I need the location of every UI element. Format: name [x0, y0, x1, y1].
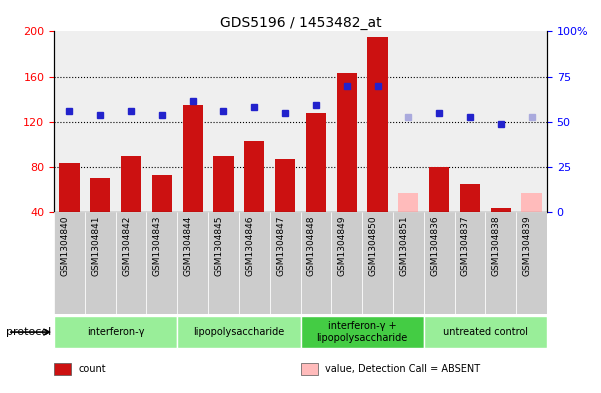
Text: untreated control: untreated control: [443, 327, 528, 337]
Bar: [424, 31, 454, 212]
Bar: [85, 31, 115, 212]
Bar: [367, 37, 388, 212]
Bar: [121, 156, 141, 212]
Text: GSM1304837: GSM1304837: [461, 215, 470, 276]
Bar: [362, 212, 393, 314]
Bar: [331, 212, 362, 314]
Text: GSM1304836: GSM1304836: [430, 215, 439, 276]
Title: GDS5196 / 1453482_at: GDS5196 / 1453482_at: [220, 17, 381, 30]
Bar: [177, 316, 300, 348]
Text: interferon-γ: interferon-γ: [87, 327, 144, 337]
Bar: [490, 208, 511, 212]
Bar: [177, 212, 208, 314]
Bar: [424, 212, 454, 314]
Bar: [208, 212, 239, 314]
Text: GSM1304848: GSM1304848: [307, 215, 316, 276]
Bar: [115, 212, 147, 314]
Bar: [208, 31, 239, 212]
Bar: [152, 175, 172, 212]
Text: GSM1304845: GSM1304845: [215, 215, 224, 276]
Bar: [90, 178, 111, 212]
Bar: [270, 31, 300, 212]
Text: GSM1304842: GSM1304842: [122, 215, 131, 275]
Bar: [183, 105, 203, 212]
Text: GSM1304849: GSM1304849: [338, 215, 347, 276]
Text: GSM1304844: GSM1304844: [184, 215, 193, 275]
Bar: [460, 184, 480, 212]
Bar: [300, 363, 318, 375]
Bar: [424, 316, 547, 348]
Bar: [331, 31, 362, 212]
Text: GSM1304839: GSM1304839: [522, 215, 531, 276]
Bar: [300, 31, 331, 212]
Bar: [393, 31, 424, 212]
Bar: [516, 31, 547, 212]
Bar: [486, 31, 516, 212]
Bar: [429, 167, 449, 212]
Text: GSM1304846: GSM1304846: [245, 215, 254, 276]
Bar: [270, 212, 300, 314]
Bar: [244, 141, 264, 212]
Text: GSM1304841: GSM1304841: [91, 215, 100, 276]
Bar: [300, 212, 331, 314]
Text: GSM1304843: GSM1304843: [153, 215, 162, 276]
Bar: [115, 31, 147, 212]
Bar: [54, 316, 177, 348]
Text: GSM1304851: GSM1304851: [399, 215, 408, 276]
Bar: [85, 212, 115, 314]
Bar: [454, 212, 486, 314]
Bar: [306, 113, 326, 212]
Bar: [54, 31, 85, 212]
Bar: [275, 159, 295, 212]
Bar: [177, 31, 208, 212]
Bar: [300, 316, 424, 348]
Bar: [398, 193, 418, 212]
Bar: [486, 212, 516, 314]
Bar: [54, 212, 85, 314]
Text: GSM1304847: GSM1304847: [276, 215, 285, 276]
Bar: [147, 212, 177, 314]
Bar: [454, 31, 486, 212]
Bar: [147, 31, 177, 212]
Text: interferon-γ +
lipopolysaccharide: interferon-γ + lipopolysaccharide: [317, 321, 407, 343]
Text: value, Detection Call = ABSENT: value, Detection Call = ABSENT: [325, 364, 480, 374]
Text: protocol: protocol: [6, 327, 51, 337]
Text: lipopolysaccharide: lipopolysaccharide: [194, 327, 284, 337]
Text: count: count: [79, 364, 106, 374]
Bar: [54, 363, 72, 375]
Bar: [522, 193, 542, 212]
Bar: [337, 73, 357, 212]
Text: GSM1304838: GSM1304838: [492, 215, 501, 276]
Bar: [239, 31, 270, 212]
Bar: [213, 156, 234, 212]
Bar: [393, 212, 424, 314]
Bar: [239, 212, 270, 314]
Bar: [362, 31, 393, 212]
Text: GSM1304840: GSM1304840: [61, 215, 70, 276]
Bar: [516, 212, 547, 314]
Bar: [59, 162, 79, 212]
Text: GSM1304850: GSM1304850: [368, 215, 377, 276]
